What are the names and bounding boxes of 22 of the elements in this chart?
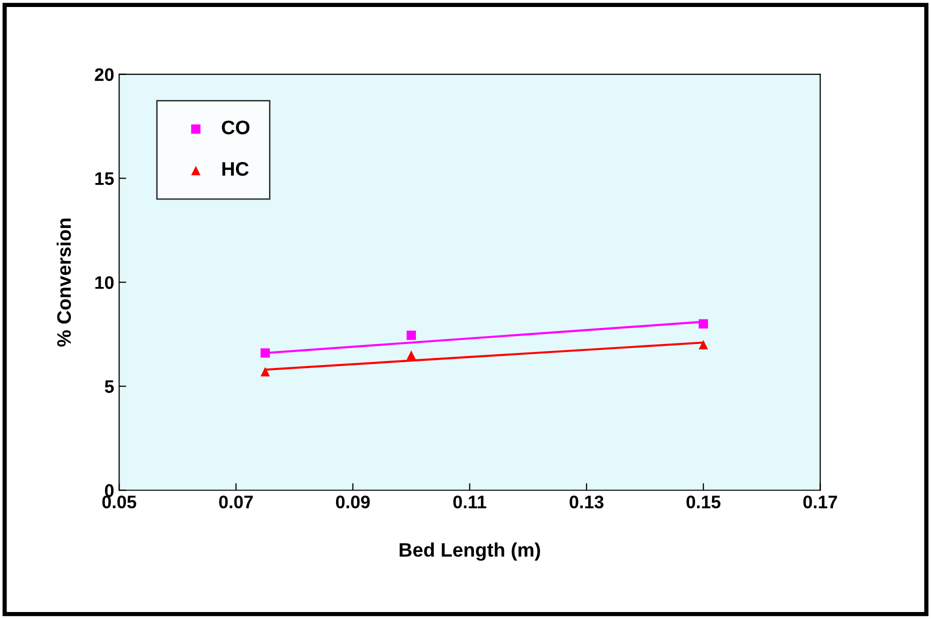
- x-tick-label: 0.15: [686, 496, 720, 508]
- x-tick-label: 0.17: [803, 496, 837, 508]
- x-tick-label: 0.13: [570, 496, 604, 508]
- y-tick-label: 0: [104, 484, 114, 497]
- x-tick-label: 0.09: [336, 496, 370, 508]
- y-tick-label: 20: [94, 68, 114, 81]
- point: [260, 367, 270, 376]
- point: [698, 340, 708, 350]
- y-tick-label: 5: [104, 380, 114, 393]
- y-tick-label: 15: [95, 172, 114, 185]
- y-axis-title: % Conversion: [56, 218, 71, 347]
- point: [260, 348, 270, 358]
- point: [406, 330, 416, 340]
- x-tick-label: 0.11: [453, 496, 486, 508]
- legend-label: CO: [222, 120, 250, 134]
- legend-label: HC: [222, 162, 249, 176]
- x-tick-label: 0.07: [219, 496, 253, 508]
- x-axis-title: Bed Length (m): [400, 542, 540, 561]
- point: [406, 350, 416, 360]
- y-tick-label: 10: [95, 276, 114, 289]
- point: [698, 319, 708, 329]
- x-tick-label: 0.05: [102, 496, 136, 508]
